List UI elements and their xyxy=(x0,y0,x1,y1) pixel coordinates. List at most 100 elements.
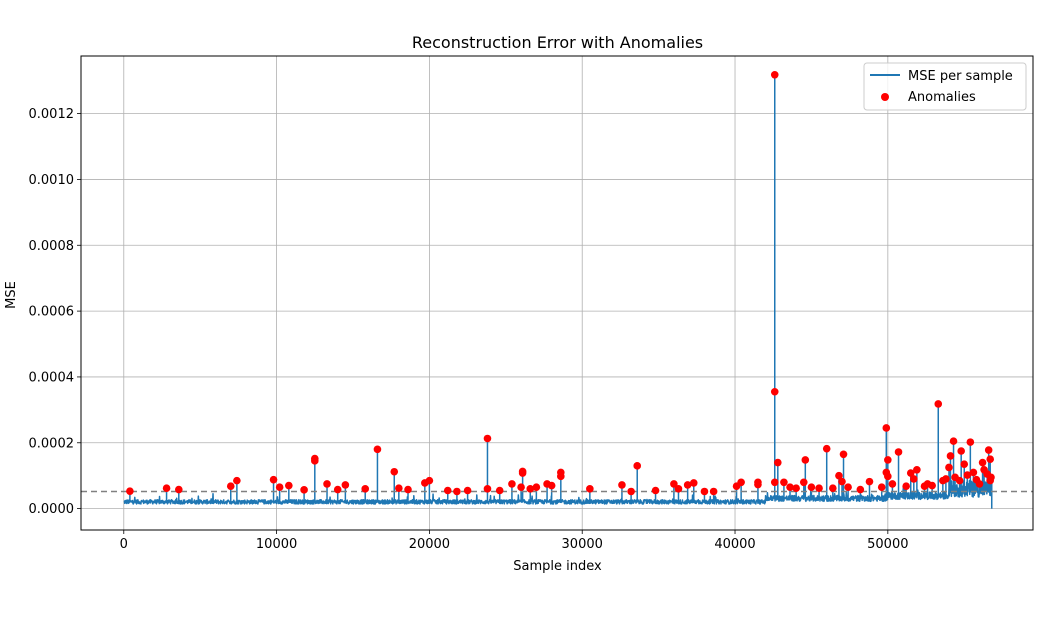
anomaly-point xyxy=(987,473,995,482)
anomaly-point xyxy=(942,475,950,483)
x-axis: 0 10000 20000 30000 40000 50000 xyxy=(120,530,909,552)
anomaly-point xyxy=(807,483,816,492)
anomaly-point xyxy=(978,458,987,467)
anomaly-point xyxy=(877,483,886,492)
legend-box xyxy=(863,62,1027,111)
anomaly-point xyxy=(651,486,660,495)
x-axis-label: Sample index xyxy=(513,559,602,574)
x-tick-label: 20000 xyxy=(409,537,450,552)
anomaly-point xyxy=(949,437,958,445)
anomaly-point xyxy=(269,475,278,484)
anomaly-point xyxy=(162,484,171,492)
anomaly-point xyxy=(770,387,779,396)
anomaly-point xyxy=(443,486,452,495)
anomaly-point xyxy=(792,484,800,492)
anomaly-point xyxy=(799,478,808,487)
anomaly-point xyxy=(934,400,943,408)
anomaly-point xyxy=(174,485,183,494)
anomaly-point xyxy=(674,485,683,493)
grid xyxy=(81,56,1033,530)
anomaly-point xyxy=(928,481,936,490)
anomaly-point xyxy=(888,480,897,488)
anomaly-point xyxy=(969,468,978,477)
y-axis-label: MSE xyxy=(4,281,19,309)
anomaly-point xyxy=(373,445,382,454)
anomaly-point xyxy=(300,486,308,494)
x-tick-label: 10000 xyxy=(256,537,297,552)
anomaly-point xyxy=(835,471,843,480)
anomaly-point xyxy=(126,487,134,495)
anomaly-point xyxy=(754,480,762,489)
y-tick-label: 0.0000 xyxy=(29,502,75,517)
anomaly-point xyxy=(770,478,779,487)
y-tick-label: 0.0006 xyxy=(29,305,75,320)
anomaly-point xyxy=(700,487,709,496)
anomaly-point xyxy=(945,463,953,472)
anomaly-point xyxy=(404,485,412,494)
anomaly-point xyxy=(829,484,837,492)
anomaly-point xyxy=(975,480,984,488)
legend: MSE per sample Anomalies xyxy=(863,62,1027,111)
axes-frame xyxy=(80,55,1034,531)
chart-title: Reconstruction Error with Anomalies xyxy=(412,33,703,52)
anomaly-point xyxy=(737,478,745,487)
anomaly-point xyxy=(526,485,535,493)
anomaly-point xyxy=(333,485,342,494)
anomaly-point xyxy=(557,472,565,481)
anomaly-point xyxy=(839,450,848,459)
anomaly-point xyxy=(955,476,964,485)
y-tick-label: 0.0012 xyxy=(29,107,75,122)
anomaly-point xyxy=(960,460,969,468)
anomaly-point xyxy=(786,483,794,492)
mse-line xyxy=(123,74,993,509)
legend-label-anomalies: Anomalies xyxy=(908,90,976,105)
anomaly-point xyxy=(627,487,635,496)
anomaly-point xyxy=(780,478,788,487)
anomaly-point xyxy=(966,438,975,446)
anomaly-point xyxy=(882,424,891,432)
anomaly-point xyxy=(390,467,399,476)
anomaly-point xyxy=(894,448,903,456)
anomaly-point xyxy=(463,486,472,495)
anomaly-point xyxy=(957,447,965,455)
anomaly-point xyxy=(517,483,525,492)
y-axis: 0.0000 0.0002 0.0004 0.0006 0.0008 0.0010 0.00… xyxy=(29,107,81,517)
y-tick-label: 0.0002 xyxy=(29,436,75,451)
anomaly-point xyxy=(902,482,910,491)
anomaly-point xyxy=(233,476,241,485)
anomaly-point xyxy=(508,480,516,488)
anomaly-point xyxy=(425,476,434,485)
anomaly-point xyxy=(341,481,350,489)
anomaly-point xyxy=(913,465,921,474)
anomaly-point xyxy=(910,475,918,483)
y-tick-label: 0.0008 xyxy=(29,239,75,254)
anomaly-point xyxy=(884,472,892,481)
anomaly-point xyxy=(310,457,319,465)
anomaly-point xyxy=(984,446,993,454)
anomaly-point xyxy=(495,486,504,495)
anomaly-point xyxy=(670,480,678,488)
anomaly-point xyxy=(801,456,810,464)
x-tick-label: 40000 xyxy=(714,537,755,552)
anomaly-point xyxy=(395,484,403,492)
anomaly-point xyxy=(844,483,852,492)
anomaly-point xyxy=(518,469,527,477)
anomaly-point xyxy=(815,484,823,492)
anomaly-point xyxy=(618,481,626,489)
anomaly-point xyxy=(709,487,718,496)
anomaly-point xyxy=(683,481,692,489)
anomaly-point xyxy=(586,485,594,493)
anomaly-point xyxy=(547,481,556,490)
x-tick-label: 30000 xyxy=(562,537,603,552)
anomaly-point xyxy=(822,444,831,453)
anomaly-point xyxy=(856,485,865,494)
anomaly-point xyxy=(226,482,235,491)
legend-label-mse: MSE per sample xyxy=(908,69,1013,84)
anomaly-point xyxy=(884,456,892,464)
anomaly-point xyxy=(946,452,955,460)
plot-area xyxy=(81,70,1033,509)
anomaly-point xyxy=(453,487,461,496)
anomaly-point xyxy=(483,434,492,443)
anomaly-point xyxy=(906,469,915,477)
